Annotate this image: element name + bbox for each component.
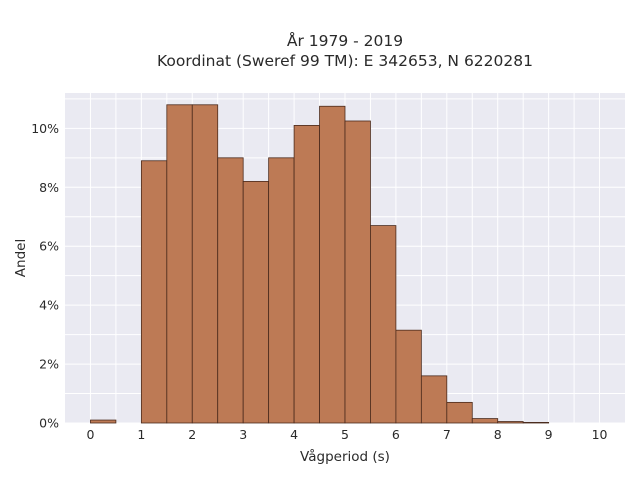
x-axis-label: Vågperiod (s) <box>300 448 390 465</box>
histogram-bar <box>522 422 550 424</box>
histogram-bar <box>370 225 397 424</box>
x-tick-label: 5 <box>341 427 349 442</box>
histogram-bar <box>166 104 193 424</box>
histogram-bar <box>497 421 524 424</box>
y-axis-label: Andel <box>13 239 29 277</box>
x-tick-label: 1 <box>137 427 145 442</box>
histogram-bar <box>293 125 320 424</box>
chart-subtitle: Koordinat (Sweref 99 TM): E 342653, N 62… <box>157 52 533 70</box>
y-tick-labels: 0% 2% 4% 6% 8% 10% <box>31 121 59 431</box>
histogram-bar <box>268 157 295 424</box>
x-tick-label: 9 <box>545 427 553 442</box>
histogram-bar <box>242 180 270 424</box>
x-tick-label: 0 <box>86 427 94 442</box>
y-tick-label: 8% <box>39 180 59 195</box>
y-tick-label: 0% <box>39 416 59 431</box>
y-tick-label: 4% <box>39 298 59 313</box>
x-tick-label: 2 <box>188 427 196 442</box>
histogram-bar <box>471 418 499 424</box>
x-tick-label: 8 <box>494 427 502 442</box>
histogram-bar <box>344 120 371 424</box>
histogram-bar <box>140 160 168 424</box>
histogram-bar <box>319 105 346 424</box>
histogram-bar <box>90 419 117 424</box>
chart-title: År 1979 - 2019 <box>287 31 403 50</box>
x-tick-label: 7 <box>443 427 451 442</box>
x-tick-label: 10 <box>592 427 608 442</box>
histogram-bar <box>446 401 473 424</box>
histogram-bar <box>191 104 219 424</box>
y-tick-label: 2% <box>39 357 59 372</box>
bars <box>90 104 550 424</box>
y-tick-label: 10% <box>31 121 59 136</box>
x-tick-label: 3 <box>239 427 247 442</box>
histogram-bar <box>395 329 422 424</box>
x-tick-label: 6 <box>392 427 400 442</box>
y-tick-label: 6% <box>39 239 59 254</box>
x-tick-labels: 0 1 2 3 4 5 6 7 8 9 10 <box>86 427 607 442</box>
histogram-bar <box>217 157 244 424</box>
x-tick-label: 4 <box>290 427 298 442</box>
histogram-bar <box>420 375 448 424</box>
